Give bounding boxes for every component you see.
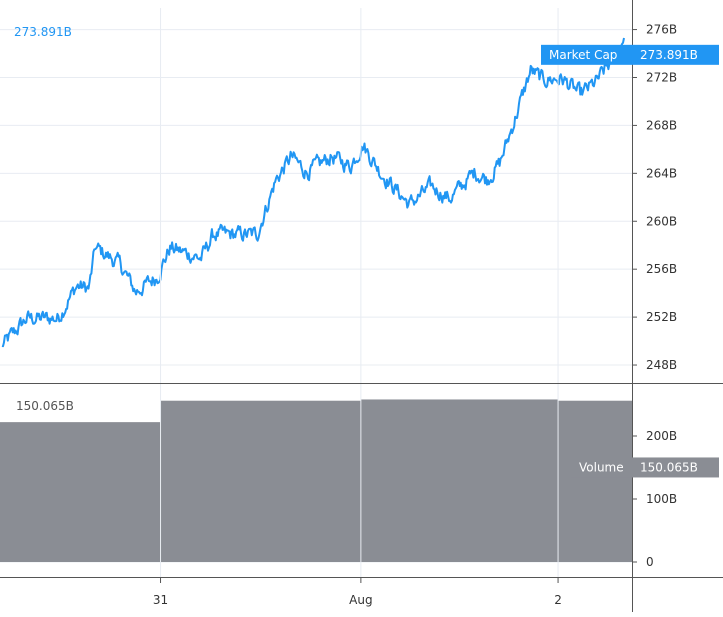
market-cap-tick-label: 256B [646, 262, 677, 276]
market-cap-tick-label: 252B [646, 310, 677, 324]
volume-panel: 150.065B [0, 399, 632, 563]
market-cap-tick-label: 248B [646, 358, 677, 372]
market-cap-tick-label: 260B [646, 214, 677, 228]
volume-legend-value: 150.065B [16, 399, 74, 413]
market-cap-tag-name: Market Cap [549, 48, 617, 62]
market-cap-tick-label: 264B [646, 166, 677, 180]
market-cap-tick-label: 272B [646, 70, 677, 84]
volume-price-scale: 0 100B 200B [632, 429, 677, 569]
market-cap-panel: 273.891B [0, 25, 632, 366]
volume-tick-label: 200B [646, 429, 677, 443]
market-cap-tick-label: 268B [646, 118, 677, 132]
volume-tick-label: 100B [646, 492, 677, 506]
market-cap-legend-value: 273.891B [14, 25, 72, 39]
market-cap-gridlines [0, 29, 632, 366]
time-axis: 31 Aug 2 [153, 577, 562, 607]
volume-tag-name: Volume [579, 460, 624, 474]
market-cap-tick-label: 276B [646, 23, 677, 37]
market-cap-value-tag: Market Cap 273.891B [541, 44, 719, 65]
time-tick-label: Aug [349, 593, 372, 607]
volume-bar [558, 400, 632, 562]
market-cap-price-scale: 248B 252B 256B 260B 264B 268B 272B 276B [632, 23, 677, 372]
time-gridlines [160, 8, 559, 577]
market-cap-line [1, 37, 625, 348]
volume-tick-label: 0 [646, 555, 654, 569]
volume-bars [0, 399, 632, 562]
market-cap-tag-value: 273.891B [640, 48, 698, 62]
time-tick-label: 2 [554, 593, 562, 607]
volume-tag-value: 150.065B [640, 460, 698, 474]
volume-bar [160, 400, 361, 562]
volume-value-tag: Volume 150.065B [571, 457, 719, 478]
volume-bar [360, 399, 559, 562]
volume-bar [0, 422, 161, 562]
time-tick-label: 31 [153, 593, 168, 607]
